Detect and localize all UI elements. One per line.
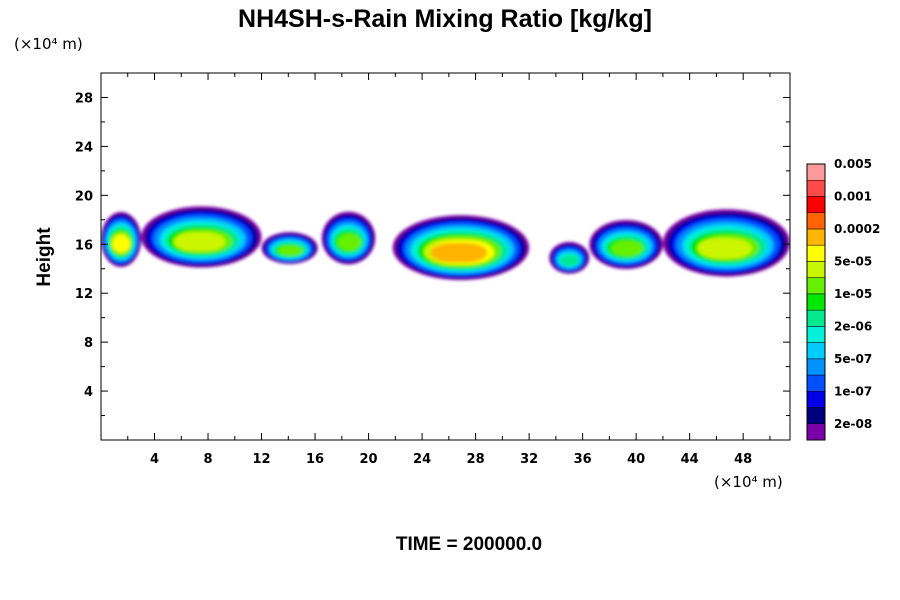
colorbar-swatch (806, 244, 826, 262)
y-tick-label: 12 (75, 287, 93, 302)
colorbar-swatch (806, 358, 826, 376)
colorbar-swatch (806, 309, 826, 327)
colorbar-label: 1e-05 (834, 287, 872, 301)
contour-level (697, 237, 752, 259)
contour-level (173, 232, 226, 252)
cloud-feature (101, 211, 142, 268)
colorbar-swatch (806, 391, 826, 408)
y-tick-label: 4 (84, 385, 93, 400)
y-axis-label: Height (34, 227, 55, 287)
colorbar-label: 0.0002 (834, 222, 880, 236)
contour-level (278, 245, 303, 256)
x-tick-label: 4 (150, 452, 159, 467)
cloud-feature (261, 232, 318, 264)
x-tick-label: 8 (204, 452, 213, 467)
x-tick-label: 36 (574, 452, 592, 467)
colorbar-label: 1e-07 (834, 384, 872, 398)
x-tick-label: 44 (681, 452, 699, 467)
y-tick-label: 24 (75, 140, 93, 155)
x-tick-label: 28 (467, 452, 485, 467)
cloud-feature (392, 215, 530, 281)
y-axis: 4 8 12 16 20 24 28 (75, 91, 790, 417)
x-unit-label: (×10⁴ m) (714, 473, 783, 491)
colorbar-label: 2e-06 (834, 319, 872, 333)
colorbar-swatch (806, 342, 826, 360)
plot-frame (100, 72, 791, 441)
cloud-feature (589, 220, 663, 269)
contour-level (337, 233, 361, 251)
colorbar-swatch (806, 407, 826, 425)
y-tick-label: 16 (75, 238, 93, 253)
colorbar-swatch (806, 277, 826, 295)
colorbar-swatch (806, 179, 826, 197)
contour-level (113, 235, 131, 253)
contour-level (611, 240, 644, 257)
contour-level (560, 254, 579, 266)
colorbar-swatch (806, 228, 826, 246)
x-tick-label: 12 (252, 452, 270, 467)
mixing-ratio-field (101, 206, 790, 281)
x-axis: 4 8 12 16 20 24 28 32 36 40 44 48 (127, 73, 771, 467)
y-tick-label: 20 (75, 189, 93, 204)
cloud-feature (549, 241, 590, 274)
colorbar-swatch (806, 293, 826, 311)
colorbar: 2e-08 1e-07 5e-07 2e-06 1e-05 5e-05 0.0002 0.00… (806, 157, 880, 441)
x-tick-label: 48 (734, 452, 752, 467)
colorbar-frame (806, 163, 826, 441)
colorbar-swatch (806, 212, 826, 230)
chart-title: NH4SH-s-Rain Mixing Ratio [kg/kg] (238, 5, 652, 33)
y-unit-label: (×10⁴ m) (14, 35, 83, 53)
x-tick-label: 20 (360, 452, 378, 467)
colorbar-label: 0.001 (834, 189, 872, 203)
colorbar-swatch (806, 261, 826, 278)
colorbar-swatch (806, 423, 826, 441)
x-tick-label: 32 (520, 452, 538, 467)
x-tick-label: 16 (306, 452, 324, 467)
colorbar-swatch (806, 374, 826, 392)
cloud-feature (141, 206, 262, 268)
colorbar-label: 2e-08 (834, 417, 872, 431)
colorbar-swatch (806, 326, 826, 343)
colorbar-swatch (806, 163, 826, 181)
colorbar-swatch (806, 196, 826, 213)
cloud-feature (662, 209, 790, 277)
colorbar-label: 5e-05 (834, 254, 872, 268)
colorbar-label: 5e-07 (834, 352, 872, 366)
y-tick-label: 28 (75, 91, 93, 106)
cloud-feature (321, 211, 376, 265)
time-label: TIME = 200000.0 (396, 534, 542, 555)
y-tick-label: 8 (84, 336, 93, 351)
x-tick-label: 40 (627, 452, 645, 467)
x-tick-label: 24 (413, 452, 431, 467)
colorbar-label: 0.005 (834, 157, 872, 171)
contour-level (430, 243, 488, 263)
